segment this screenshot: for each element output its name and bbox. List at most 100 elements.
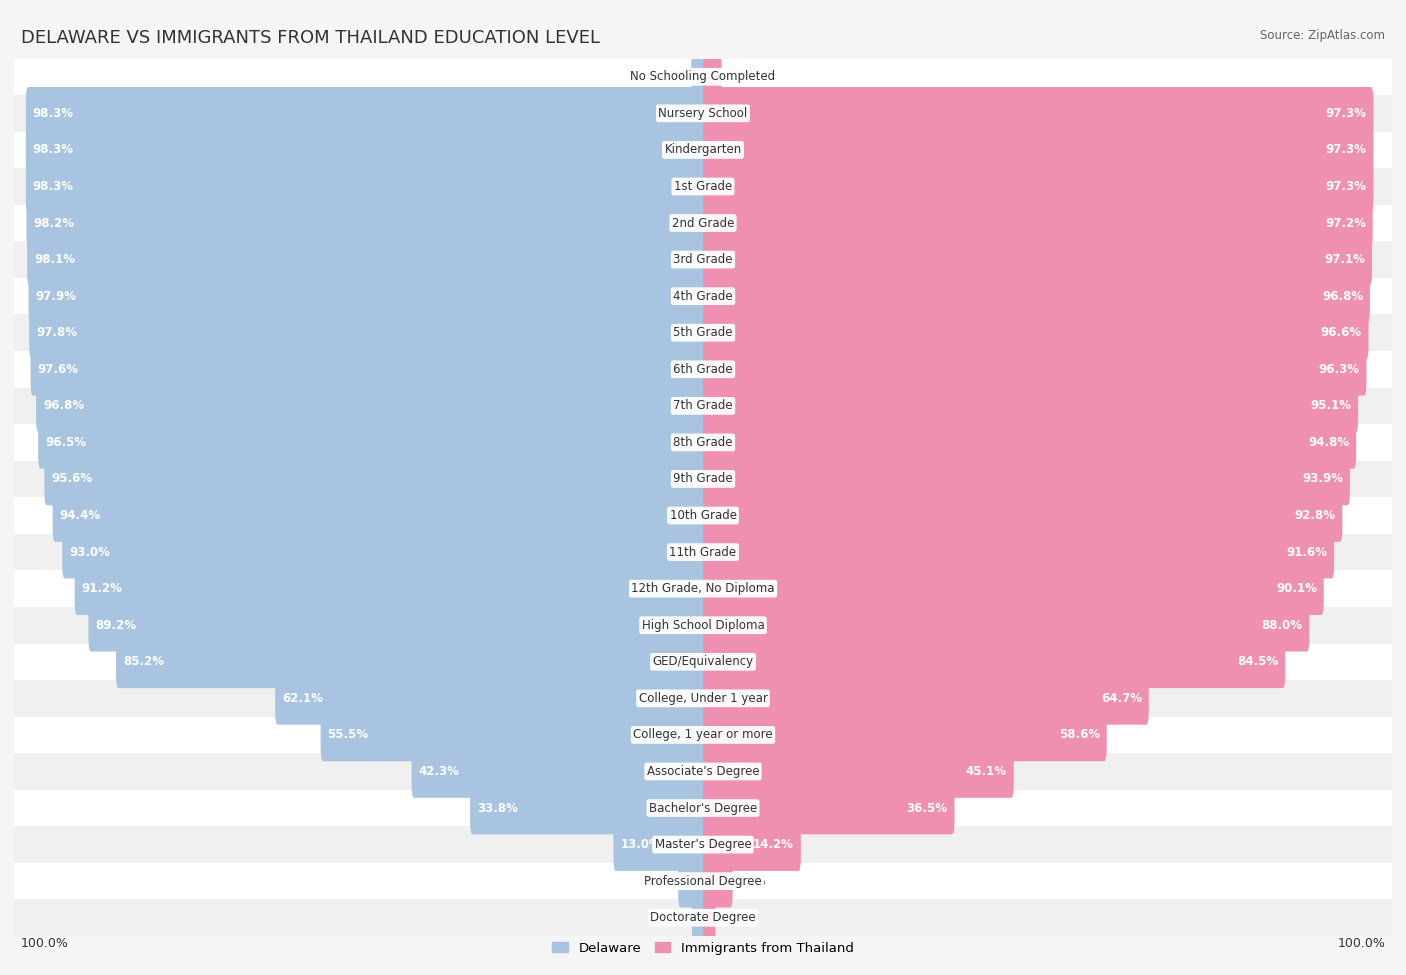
Bar [14,826,1392,863]
Text: 97.2%: 97.2% [1324,216,1365,229]
Bar [14,168,1392,205]
Text: 97.3%: 97.3% [1326,180,1367,193]
Text: Doctorate Degree: Doctorate Degree [650,912,756,924]
FancyBboxPatch shape [38,416,703,469]
Bar [14,58,1392,96]
Text: 4th Grade: 4th Grade [673,290,733,302]
Text: 8th Grade: 8th Grade [673,436,733,448]
Bar [14,424,1392,461]
Text: 12th Grade, No Diploma: 12th Grade, No Diploma [631,582,775,595]
Text: 3.6%: 3.6% [645,875,675,887]
Text: 94.4%: 94.4% [59,509,101,522]
FancyBboxPatch shape [470,782,703,835]
FancyBboxPatch shape [703,87,1374,139]
FancyBboxPatch shape [613,818,703,871]
Text: No Schooling Completed: No Schooling Completed [630,70,776,83]
Text: 98.3%: 98.3% [32,143,73,156]
Text: 4.3%: 4.3% [737,875,766,887]
Text: 96.8%: 96.8% [1322,290,1362,302]
Text: 89.2%: 89.2% [96,619,136,632]
Bar [14,387,1392,424]
FancyBboxPatch shape [31,343,703,396]
Text: 96.8%: 96.8% [44,400,84,412]
Text: 13.0%: 13.0% [620,838,661,851]
FancyBboxPatch shape [703,891,716,944]
Text: 10th Grade: 10th Grade [669,509,737,522]
Text: Professional Degree: Professional Degree [644,875,762,887]
FancyBboxPatch shape [412,745,703,798]
FancyBboxPatch shape [703,416,1357,469]
Text: 98.1%: 98.1% [34,254,75,266]
Text: 96.6%: 96.6% [1320,327,1361,339]
FancyBboxPatch shape [703,51,721,103]
Text: 33.8%: 33.8% [477,801,517,814]
Text: 97.6%: 97.6% [38,363,79,375]
FancyBboxPatch shape [703,197,1372,250]
Text: 14.2%: 14.2% [754,838,794,851]
FancyBboxPatch shape [28,270,703,323]
Text: 1.7%: 1.7% [658,70,688,83]
Text: 98.3%: 98.3% [32,180,73,193]
Bar [14,205,1392,242]
Text: 91.2%: 91.2% [82,582,122,595]
FancyBboxPatch shape [62,526,703,578]
Bar [14,681,1392,717]
Text: 94.8%: 94.8% [1308,436,1350,448]
Bar [14,899,1392,936]
Bar [14,790,1392,826]
FancyBboxPatch shape [117,636,703,688]
Text: 93.0%: 93.0% [69,546,110,559]
FancyBboxPatch shape [703,818,801,871]
Text: 45.1%: 45.1% [966,765,1007,778]
FancyBboxPatch shape [276,672,703,724]
Text: 91.6%: 91.6% [1286,546,1327,559]
FancyBboxPatch shape [703,636,1285,688]
Text: 85.2%: 85.2% [122,655,165,668]
FancyBboxPatch shape [703,160,1374,213]
FancyBboxPatch shape [703,599,1309,651]
Text: 97.3%: 97.3% [1326,143,1367,156]
Bar [14,753,1392,790]
Text: 93.9%: 93.9% [1302,473,1343,486]
Text: Source: ZipAtlas.com: Source: ZipAtlas.com [1260,29,1385,42]
Bar [14,717,1392,753]
FancyBboxPatch shape [703,233,1372,286]
Bar [14,278,1392,314]
Text: 5th Grade: 5th Grade [673,327,733,339]
FancyBboxPatch shape [25,87,703,139]
Text: 7th Grade: 7th Grade [673,400,733,412]
FancyBboxPatch shape [692,51,703,103]
FancyBboxPatch shape [89,599,703,651]
Legend: Delaware, Immigrants from Thailand: Delaware, Immigrants from Thailand [547,937,859,960]
Text: 3rd Grade: 3rd Grade [673,254,733,266]
FancyBboxPatch shape [703,343,1367,396]
FancyBboxPatch shape [678,855,703,908]
Text: College, 1 year or more: College, 1 year or more [633,728,773,741]
Text: 11th Grade: 11th Grade [669,546,737,559]
FancyBboxPatch shape [703,672,1149,724]
FancyBboxPatch shape [27,233,703,286]
Bar [14,351,1392,387]
Text: 88.0%: 88.0% [1261,619,1302,632]
Text: 36.5%: 36.5% [907,801,948,814]
Text: 92.8%: 92.8% [1295,509,1336,522]
FancyBboxPatch shape [703,782,955,835]
Text: 96.5%: 96.5% [45,436,86,448]
Text: 2.7%: 2.7% [725,70,755,83]
FancyBboxPatch shape [45,452,703,505]
FancyBboxPatch shape [703,124,1374,176]
FancyBboxPatch shape [703,489,1343,542]
FancyBboxPatch shape [30,306,703,359]
Text: 97.3%: 97.3% [1326,107,1367,120]
Text: 58.6%: 58.6% [1059,728,1099,741]
Bar [14,96,1392,132]
Text: 84.5%: 84.5% [1237,655,1278,668]
Bar [14,570,1392,606]
FancyBboxPatch shape [703,306,1368,359]
Text: 2nd Grade: 2nd Grade [672,216,734,229]
Bar [14,644,1392,681]
Text: Nursery School: Nursery School [658,107,748,120]
FancyBboxPatch shape [27,197,703,250]
Bar [14,606,1392,644]
Text: Master's Degree: Master's Degree [655,838,751,851]
